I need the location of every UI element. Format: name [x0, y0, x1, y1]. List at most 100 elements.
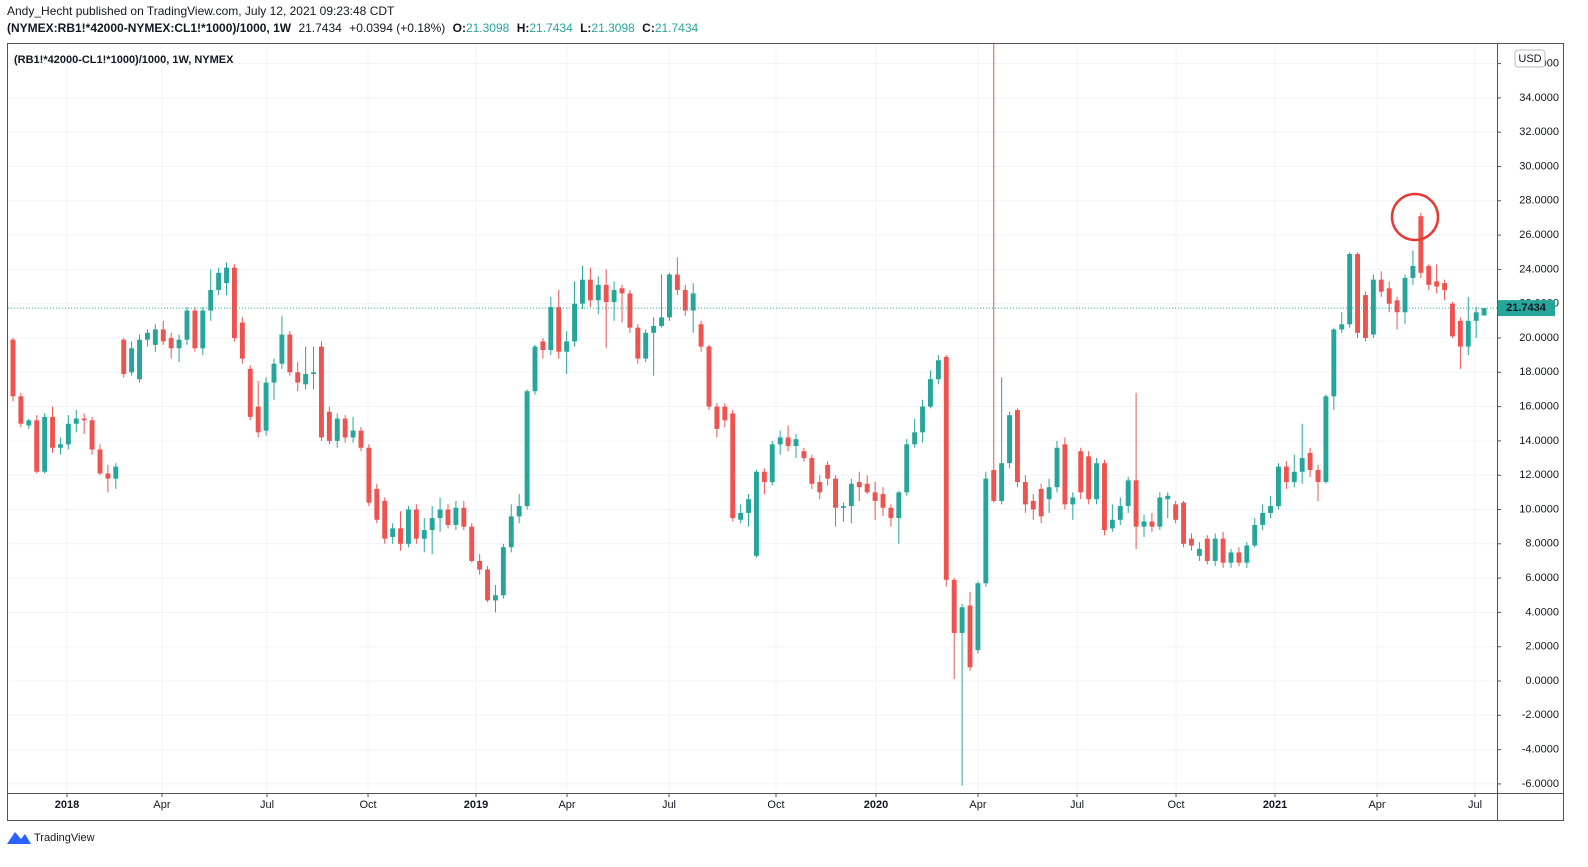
x-tick-label: 2018 [55, 799, 79, 811]
candle-body [935, 360, 941, 380]
candle-body [374, 488, 380, 520]
publisher: Andy_Hecht published on TradingView.com,… [7, 4, 395, 18]
brand: TradingView [34, 832, 95, 844]
candle-body [959, 607, 965, 633]
candle-body [1402, 277, 1408, 313]
x-tick-label: Apr [153, 799, 170, 811]
candle-body [311, 372, 316, 375]
candle-body [326, 411, 332, 441]
y-tick-label: 2.0000 [1525, 641, 1559, 653]
y-tick-label: 24.0000 [1519, 263, 1559, 275]
candle-body [1054, 447, 1060, 488]
currency: USD [1518, 53, 1541, 65]
candle-body [722, 406, 728, 421]
candle-body [334, 418, 340, 441]
candle-body [738, 512, 744, 520]
candle-body [872, 492, 878, 501]
change: +0.0394 (+0.18%) [349, 21, 445, 35]
candle-body [983, 478, 989, 584]
candle-body [777, 437, 783, 445]
candle-body [556, 307, 562, 352]
candle-body [89, 420, 95, 450]
candle-body [413, 509, 419, 539]
candle-body [746, 499, 751, 513]
candle-body [263, 382, 269, 431]
candle-body [247, 368, 253, 417]
candle-body [318, 346, 324, 438]
candle-body [303, 374, 309, 385]
frame [7, 43, 1564, 821]
candle-body [856, 482, 862, 488]
candle-body [848, 483, 854, 507]
candle-body [730, 413, 736, 519]
candle-body [176, 339, 182, 349]
x-tick-label: Jul [1070, 799, 1084, 811]
candle-body [991, 470, 997, 501]
candle-body [698, 324, 704, 347]
y-tick-label: 6.0000 [1525, 572, 1559, 584]
candle-body [951, 579, 957, 633]
open-value: 21.3098 [466, 21, 510, 35]
candle-body [192, 310, 198, 349]
axes: -6.0000 -4.0000 -2.0000 0.0000 2.0000 4.0000 6… [8, 57, 1559, 811]
candle-body [785, 437, 791, 447]
candle-body [825, 464, 831, 479]
candle-body [595, 284, 601, 301]
candle-body [57, 444, 63, 448]
candle-body [445, 509, 451, 525]
candle-body [564, 341, 570, 352]
candle-body [611, 289, 617, 302]
candle-body [548, 307, 554, 350]
candle-body [920, 406, 926, 433]
candle-body [587, 279, 593, 301]
candle-body [398, 528, 403, 544]
candle-body [184, 310, 190, 340]
x-tick-label: Oct [359, 799, 376, 811]
candle-body [477, 560, 483, 570]
candle-body [1228, 552, 1234, 563]
candle-body [1070, 497, 1076, 505]
high-value: 21.7434 [529, 21, 573, 35]
candle-body [706, 346, 712, 407]
candle-body [1442, 283, 1448, 290]
candle-body [1173, 504, 1179, 520]
x-tick-label: Oct [1167, 799, 1184, 811]
x-tick-label: 2021 [1263, 799, 1287, 811]
candle-body [943, 356, 949, 580]
highlight-circle [1390, 192, 1440, 242]
candle-body [532, 346, 538, 392]
candles [10, 43, 1487, 786]
candle-body [390, 528, 396, 537]
candle-body [1363, 295, 1368, 338]
candle-body [18, 396, 24, 424]
last-price: 21.7434 [298, 21, 342, 35]
candle-body [50, 416, 55, 448]
symbol: (NYMEX:RB1!*42000-NYMEX:CL1!*1000)/1000,… [7, 21, 292, 35]
candle-body [152, 329, 158, 345]
candle-body [469, 526, 475, 561]
candle-body [1062, 444, 1068, 505]
candle-body [97, 449, 103, 474]
candle-body [453, 507, 459, 525]
candle-body [793, 439, 799, 447]
candle-body [144, 332, 150, 340]
candle-body [912, 432, 918, 445]
candle-body [1204, 538, 1210, 561]
candle-body [342, 418, 348, 438]
y-tick-label: 30.0000 [1519, 160, 1559, 172]
candle-body [841, 506, 846, 508]
candle-body [627, 293, 633, 328]
low-value: 21.3098 [591, 21, 635, 35]
candle-body [1481, 308, 1487, 316]
candle-body [579, 279, 585, 304]
candle-body [635, 327, 641, 359]
candle-body [216, 272, 222, 290]
candle-body [801, 451, 807, 459]
candle-body [1378, 279, 1384, 292]
candle-body [231, 267, 237, 338]
candle-body [160, 329, 166, 342]
high-label: H: [517, 21, 530, 35]
y-tick-label: 18.0000 [1519, 366, 1559, 378]
candle-body [1355, 253, 1361, 333]
close-value: 21.7434 [655, 21, 699, 35]
